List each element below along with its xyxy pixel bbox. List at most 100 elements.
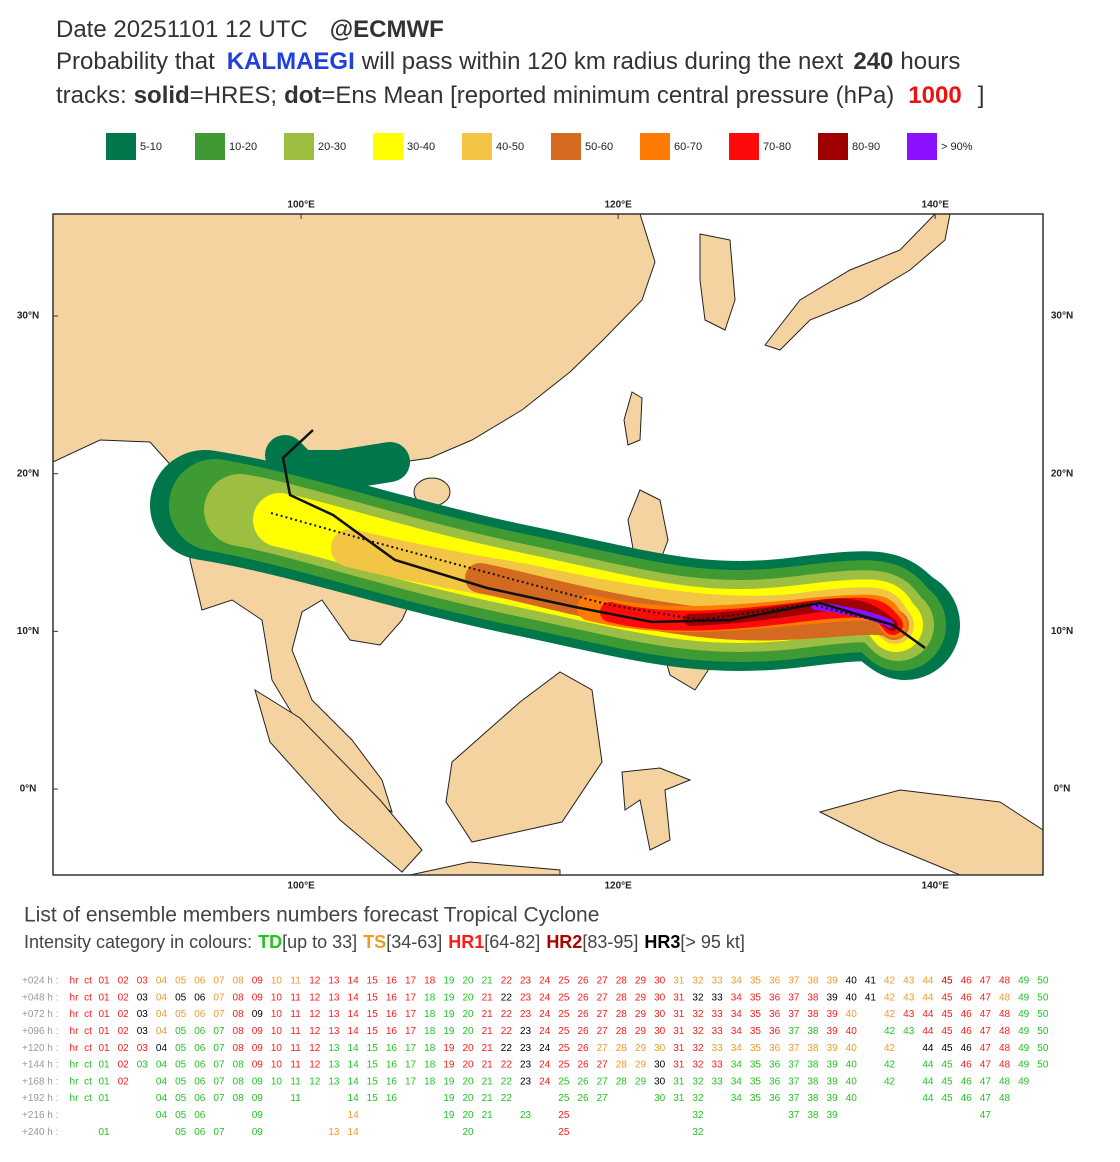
member: 12 [309, 1043, 321, 1054]
member: 06 [194, 1043, 206, 1054]
legend-label: 10-20 [229, 141, 257, 153]
member: 29 [635, 1076, 647, 1087]
member: 31 [673, 1060, 685, 1071]
member: 38 [807, 1076, 819, 1087]
member: 47 [980, 1076, 992, 1087]
member: 03 [137, 1026, 149, 1037]
member: 45 [941, 992, 953, 1003]
lat-label: 10°N [1051, 626, 1073, 637]
member: 14 [348, 1076, 360, 1087]
member: 09 [252, 1093, 264, 1104]
member: 07 [213, 1127, 225, 1138]
member: 23 [520, 1009, 532, 1020]
member: 20 [462, 976, 474, 987]
member: 10 [271, 1076, 283, 1087]
member: 35 [750, 1060, 762, 1071]
member: 14 [348, 1060, 360, 1071]
member: 31 [673, 976, 685, 987]
member: ct [84, 1093, 92, 1104]
member: 36 [769, 992, 781, 1003]
legend-label: > 90% [941, 141, 973, 153]
member: 19 [443, 1060, 455, 1071]
member: 27 [597, 992, 609, 1003]
member: 28 [616, 1026, 628, 1037]
member: 42 [884, 1076, 896, 1087]
member: 26 [577, 1009, 589, 1020]
member: 44 [922, 1043, 934, 1054]
member: 07 [213, 1076, 225, 1087]
lat-label: 20°N [17, 468, 39, 479]
member: 12 [309, 992, 321, 1003]
member: 31 [673, 1009, 685, 1020]
legend-label: 70-80 [763, 141, 791, 153]
legend-swatch [907, 133, 937, 160]
member: 50 [1037, 1060, 1049, 1071]
member: 34 [731, 1009, 743, 1020]
member: 08 [233, 1043, 245, 1054]
member: 14 [348, 1093, 360, 1104]
member: 18 [424, 976, 436, 987]
lon-label: 140°E [922, 200, 950, 211]
text: Intensity category in colours: [24, 932, 252, 952]
member: 01 [98, 1093, 110, 1104]
member: 39 [827, 1043, 839, 1054]
member: 02 [118, 1060, 130, 1071]
member: 16 [386, 1043, 398, 1054]
member: 15 [367, 1076, 379, 1087]
category-name: HR1 [448, 932, 484, 952]
sumatra [254, 688, 423, 873]
member: 44 [922, 1060, 934, 1071]
member: 31 [673, 1093, 685, 1104]
member: 04 [156, 1043, 168, 1054]
member: 29 [635, 1060, 647, 1071]
lead-time: +144 h : [22, 1060, 58, 1071]
member: 04 [156, 1110, 168, 1121]
member: 48 [999, 1009, 1011, 1020]
member: 32 [692, 1026, 704, 1037]
legend-swatch [373, 133, 403, 160]
member: 39 [827, 1110, 839, 1121]
ensemble-table: +024 h : hr ct 01 02 03 04 05 06 07 08 09 10 11 12 13 14… [22, 976, 1049, 1138]
member: 32 [692, 992, 704, 1003]
member: 13 [328, 1060, 340, 1071]
member: 14 [348, 1127, 360, 1138]
member: 30 [654, 976, 666, 987]
member: 42 [884, 1060, 896, 1071]
member: 10 [271, 1009, 283, 1020]
member: 32 [692, 1110, 704, 1121]
member: 26 [577, 1060, 589, 1071]
lat-label: 30°N [17, 311, 39, 322]
member: 18 [424, 1076, 436, 1087]
member: 18 [424, 1043, 436, 1054]
member: 24 [539, 1060, 551, 1071]
legend: 5-10 10-20 20-30 30-40 40-50 50-60 60-70 70-80 8… [106, 133, 973, 160]
member: 17 [405, 1026, 417, 1037]
korea [699, 233, 736, 331]
member: 04 [156, 1009, 168, 1020]
swath-5-10 [265, 435, 410, 490]
member: 07 [213, 976, 225, 987]
map-frame [52, 213, 1044, 876]
member: 36 [769, 1076, 781, 1087]
member: 45 [941, 1009, 953, 1020]
member: 16 [386, 1026, 398, 1037]
member: 25 [558, 1060, 570, 1071]
borneo [445, 671, 603, 843]
member: 23 [520, 976, 532, 987]
lead-time: +120 h : [22, 1043, 58, 1054]
member: 28 [616, 1009, 628, 1020]
lon-label: 120°E [604, 881, 632, 892]
member: 27 [597, 976, 609, 987]
intensity-line: Intensity category in colours: TD[up to 3… [24, 932, 745, 952]
text: tracks: [56, 82, 127, 109]
member: 16 [386, 976, 398, 987]
member: 34 [731, 1093, 743, 1104]
member: 49 [1018, 992, 1030, 1003]
member: 40 [846, 992, 858, 1003]
member: 48 [999, 1060, 1011, 1071]
member: 33 [712, 1026, 724, 1037]
member: hr [70, 1076, 80, 1087]
member: 39 [827, 1060, 839, 1071]
text: hours [900, 48, 960, 75]
